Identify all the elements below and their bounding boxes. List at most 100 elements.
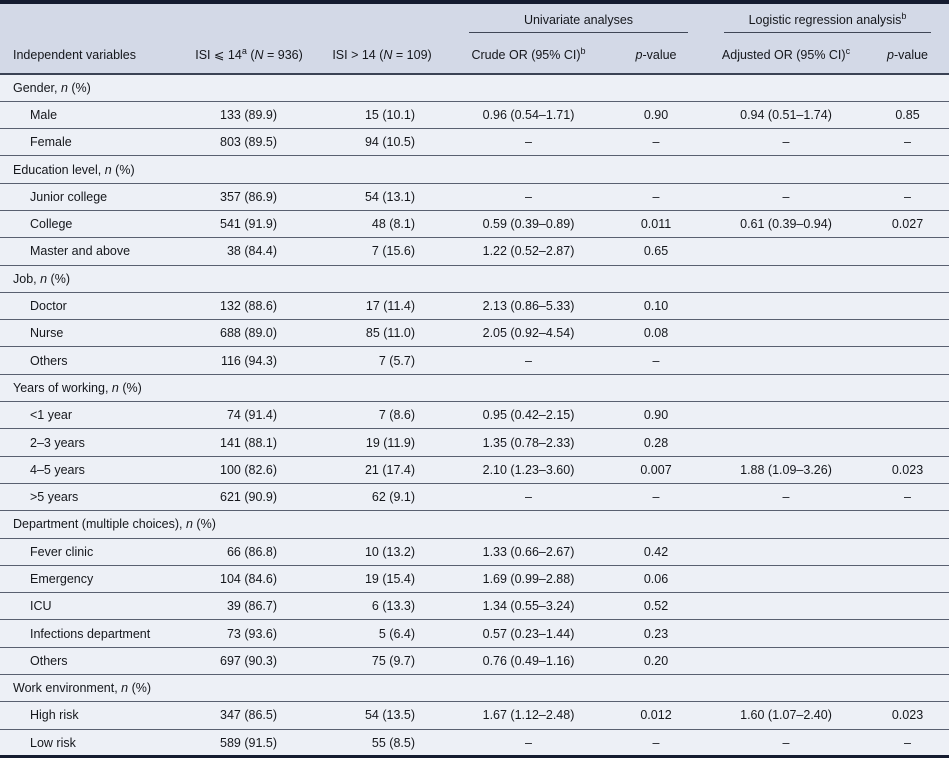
table-row: Emergency 104 (84.6) 19 (15.4) 1.69 (0.9… — [0, 565, 949, 594]
cell-p-value-logistic: – — [866, 128, 949, 157]
table-row: <1 year 74 (91.4) 7 (8.6) 0.95 (0.42–2.1… — [0, 401, 949, 430]
cell-p-value-logistic — [866, 319, 949, 348]
table-row: Junior college 357 (86.9) 54 (13.1) – – … — [0, 183, 949, 211]
cell-crude-or: – — [451, 128, 606, 157]
cell-adjusted-or — [706, 237, 866, 266]
cell-adjusted-or: 1.88 (1.09–3.26) — [706, 456, 866, 484]
cell-isi-le14: 589 (91.5) — [185, 729, 313, 755]
cell-p-value-univariate: 0.20 — [606, 647, 706, 676]
cell-isi-gt14: 17 (11.4) — [313, 292, 451, 321]
cell-variable: Doctor — [0, 292, 185, 321]
cell-crude-or: 1.34 (0.55–3.24) — [451, 592, 606, 621]
table-row: Others 116 (94.3) 7 (5.7) – – — [0, 346, 949, 375]
cell-p-value-univariate: – — [606, 729, 706, 755]
cell-isi-le14: 621 (90.9) — [185, 483, 313, 512]
cell-isi-gt14: 10 (13.2) — [313, 538, 451, 566]
cell-isi-le14: 803 (89.5) — [185, 128, 313, 157]
cell-adjusted-or — [706, 428, 866, 457]
section-row-department: Department (multiple choices), n (%) — [0, 510, 949, 539]
cell-p-value-logistic — [866, 292, 949, 321]
cell-adjusted-or — [706, 319, 866, 348]
cell-isi-gt14: 6 (13.3) — [313, 592, 451, 621]
cell-p-value-logistic: – — [866, 183, 949, 211]
table-row: Fever clinic 66 (86.8) 10 (13.2) 1.33 (0… — [0, 538, 949, 566]
cell-crude-or: – — [451, 183, 606, 211]
cell-isi-le14: 133 (89.9) — [185, 101, 313, 130]
cell-p-value-univariate: 0.012 — [606, 701, 706, 730]
table-row: >5 years 621 (90.9) 62 (9.1) – – – – — [0, 483, 949, 512]
cell-isi-gt14: 55 (8.5) — [313, 729, 451, 755]
univariate-analyses-group-header: Univariate analyses — [469, 13, 688, 33]
cell-isi-gt14: 48 (8.1) — [313, 210, 451, 239]
section-row-gender: Gender, n (%) — [0, 74, 949, 102]
table-row: Infections department 73 (93.6) 5 (6.4) … — [0, 619, 949, 648]
cell-isi-le14: 104 (84.6) — [185, 565, 313, 594]
col-header-isi-le14: ISI ⩽ 14a (N = 936) — [195, 45, 303, 62]
cell-crude-or: 2.05 (0.92–4.54) — [451, 319, 606, 348]
cell-isi-le14: 38 (84.4) — [185, 237, 313, 266]
col-header-crude-or: Crude OR (95% CI)b — [471, 45, 586, 62]
cell-adjusted-or: – — [706, 183, 866, 211]
cell-isi-gt14: 7 (5.7) — [313, 346, 451, 375]
cell-variable: Others — [0, 647, 185, 676]
cell-crude-or: – — [451, 346, 606, 375]
cell-p-value-logistic — [866, 565, 949, 594]
header-spanner-row: Univariate analyses Logistic regression … — [0, 4, 949, 36]
cell-isi-le14: 357 (86.9) — [185, 183, 313, 211]
table-row: Female 803 (89.5) 94 (10.5) – – – – — [0, 128, 949, 157]
cell-p-value-univariate: 0.90 — [606, 401, 706, 430]
header-columns-row: Independent variables ISI ⩽ 14a (N = 936… — [0, 36, 949, 74]
cell-variable: 2–3 years — [0, 428, 185, 457]
cell-variable: Male — [0, 101, 185, 130]
cell-p-value-logistic: 0.85 — [866, 101, 949, 130]
cell-crude-or: 0.57 (0.23–1.44) — [451, 619, 606, 648]
cell-crude-or: 2.13 (0.86–5.33) — [451, 292, 606, 321]
cell-p-value-logistic: 0.027 — [866, 210, 949, 239]
cell-isi-gt14: 19 (11.9) — [313, 428, 451, 457]
cell-isi-le14: 74 (91.4) — [185, 401, 313, 430]
table-body: Gender, n (%) Male 133 (89.9) 15 (10.1) … — [0, 74, 949, 755]
table-row: Nurse 688 (89.0) 85 (11.0) 2.05 (0.92–4.… — [0, 319, 949, 348]
table-row: High risk 347 (86.5) 54 (13.5) 1.67 (1.1… — [0, 701, 949, 730]
section-row-education: Education level, n (%) — [0, 155, 949, 184]
section-label: Gender, n (%) — [0, 74, 949, 102]
cell-crude-or: 2.10 (1.23–3.60) — [451, 456, 606, 484]
cell-variable: College — [0, 210, 185, 239]
cell-isi-le14: 66 (86.8) — [185, 538, 313, 566]
cell-isi-gt14: 62 (9.1) — [313, 483, 451, 512]
cell-isi-gt14: 94 (10.5) — [313, 128, 451, 157]
cell-adjusted-or — [706, 647, 866, 676]
table-row: College 541 (91.9) 48 (8.1) 0.59 (0.39–0… — [0, 210, 949, 239]
cell-isi-gt14: 75 (9.7) — [313, 647, 451, 676]
cell-variable: Junior college — [0, 183, 185, 211]
cell-p-value-univariate: 0.65 — [606, 237, 706, 266]
regression-results-table: Univariate analyses Logistic regression … — [0, 4, 949, 755]
cell-crude-or: 1.22 (0.52–2.87) — [451, 237, 606, 266]
cell-crude-or: 0.59 (0.39–0.89) — [451, 210, 606, 239]
section-row-job: Job, n (%) — [0, 265, 949, 293]
section-row-work-environment: Work environment, n (%) — [0, 674, 949, 703]
cell-adjusted-or — [706, 538, 866, 566]
cell-crude-or: 1.69 (0.99–2.88) — [451, 565, 606, 594]
logistic-regression-group-header: Logistic regression analysisb — [724, 11, 931, 33]
header-spacer — [0, 4, 451, 36]
cell-p-value-logistic: 0.023 — [866, 701, 949, 730]
cell-p-value-univariate: 0.52 — [606, 592, 706, 621]
cell-isi-gt14: 7 (15.6) — [313, 237, 451, 266]
cell-isi-gt14: 85 (11.0) — [313, 319, 451, 348]
cell-adjusted-or: 0.61 (0.39–0.94) — [706, 210, 866, 239]
cell-p-value-univariate: – — [606, 483, 706, 512]
cell-variable: Others — [0, 346, 185, 375]
col-header-adjusted-or: Adjusted OR (95% CI)c — [721, 45, 851, 62]
cell-p-value-univariate: – — [606, 128, 706, 157]
cell-variable: >5 years — [0, 483, 185, 512]
cell-isi-gt14: 54 (13.1) — [313, 183, 451, 211]
section-label: Job, n (%) — [0, 265, 949, 293]
cell-p-value-logistic: – — [866, 483, 949, 512]
cell-variable: Infections department — [0, 619, 185, 648]
cell-p-value-univariate: 0.06 — [606, 565, 706, 594]
cell-crude-or: 0.76 (0.49–1.16) — [451, 647, 606, 676]
cell-variable: Nurse — [0, 319, 185, 348]
table-row: ICU 39 (86.7) 6 (13.3) 1.34 (0.55–3.24) … — [0, 592, 949, 621]
cell-isi-le14: 39 (86.7) — [185, 592, 313, 621]
